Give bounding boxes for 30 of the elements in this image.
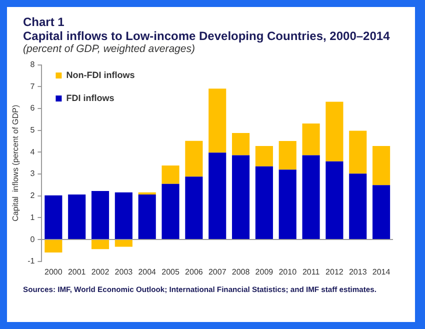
x-tick-label: 2003 xyxy=(114,267,134,276)
y-tick-label: 0 xyxy=(30,234,36,244)
x-tick-label: 2001 xyxy=(68,267,86,276)
x-tick-label: 2005 xyxy=(162,267,180,276)
x-tick-label: 2007 xyxy=(208,267,227,276)
legend-label: Non-FDI inflows xyxy=(66,70,135,80)
y-tick-label: 5 xyxy=(30,126,36,135)
chart-subtitle: (percent of GDP, weighted averages) xyxy=(23,43,196,55)
x-tick-label: 2006 xyxy=(185,267,204,276)
y-tick-label: 4 xyxy=(30,147,36,156)
x-tick-label: 2002 xyxy=(91,267,110,276)
x-tick-label: 2012 xyxy=(326,267,344,276)
y-axis-title: Capital inflows (percent of GDP) xyxy=(11,104,20,222)
x-tick-label: 2013 xyxy=(348,267,368,276)
x-tick-label: 2004 xyxy=(138,267,157,276)
y-tick-label: 7 xyxy=(30,82,36,91)
x-tick-label: 2009 xyxy=(255,267,274,276)
chart-title: Chart 1 Capital inflows to Low-income Developing Countries, 2000–2014 xyxy=(23,15,391,43)
y-tick-label: 8 xyxy=(30,60,36,70)
x-tick-label: 2011 xyxy=(302,267,320,276)
y-tick-label: -1 xyxy=(28,256,36,266)
x-tick-label: 2014 xyxy=(372,267,391,276)
y-tick-label: 6 xyxy=(30,104,36,113)
x-tick-label: 2000 xyxy=(44,267,63,276)
y-tick-label: 3 xyxy=(30,169,36,178)
y-tick-label: 2 xyxy=(30,191,36,200)
x-tick-label: 2008 xyxy=(232,267,250,276)
y-tick-label: 1 xyxy=(30,212,36,222)
legend-label: FDI inflows xyxy=(66,92,114,103)
x-tick-label: 2010 xyxy=(278,267,298,276)
